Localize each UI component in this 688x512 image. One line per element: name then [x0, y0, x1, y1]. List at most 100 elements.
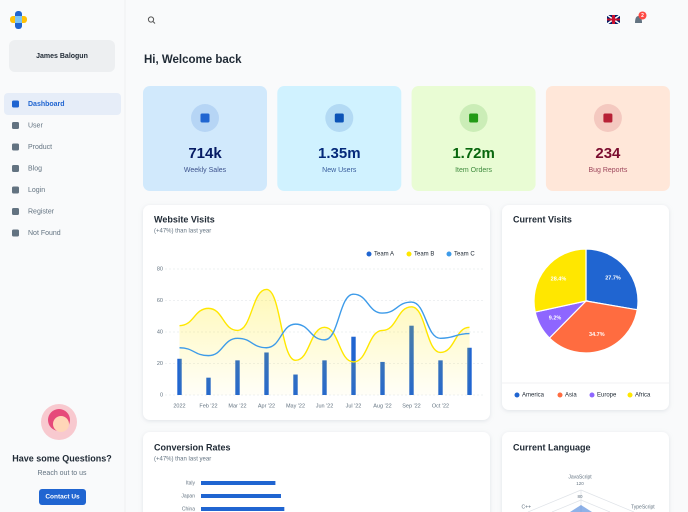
radar-label: TypeScript: [631, 504, 655, 510]
slice-label: 27.7%: [605, 276, 621, 282]
contact-button[interactable]: [39, 489, 86, 505]
x-tick-label: Oct '22: [432, 403, 449, 409]
y-tick-label: 20: [157, 361, 163, 367]
stat-card: [143, 86, 267, 191]
nav-icon: [12, 122, 19, 129]
legend-swatch: [446, 251, 452, 257]
chart-title: Conversion Rates: [154, 442, 231, 452]
nav-item[interactable]: Login: [28, 187, 45, 194]
bar: [201, 494, 281, 498]
nav-item[interactable]: Dashboard: [28, 101, 65, 108]
radar-tick: 120: [576, 481, 584, 486]
chart-title: Current Language: [513, 442, 591, 452]
area: [179, 289, 470, 395]
nav-item[interactable]: Not Found: [28, 230, 61, 237]
nav-icon: [12, 186, 19, 194]
y-tick-label: 60: [157, 298, 163, 304]
x-tick-label: Apr '22: [258, 403, 275, 409]
stat-icon: [334, 113, 344, 123]
legend-swatch: [589, 392, 595, 398]
legend-label[interactable]: America: [522, 393, 545, 399]
nav-icon: [12, 143, 19, 151]
bar: [201, 481, 276, 485]
conversion-card: [143, 432, 490, 512]
stat-card: [545, 86, 670, 191]
notification-count: 2: [641, 13, 644, 19]
chart-subtitle: (+47%) than last year: [154, 457, 211, 463]
nav-item[interactable]: Blog: [28, 165, 42, 172]
stat-card: [411, 86, 536, 191]
y-tick-label: 40: [157, 329, 163, 335]
legend-label[interactable]: Asia: [565, 393, 577, 399]
x-tick-label: Sep '22: [402, 403, 420, 409]
help-title: Have some Questions?: [12, 453, 112, 463]
pie-slice: [548, 300, 638, 354]
search-icon[interactable]: [147, 16, 156, 24]
user-name: James Balogun: [36, 53, 88, 60]
x-tick-label: Mar '22: [228, 403, 246, 409]
welcome: Hi, Welcome back: [144, 54, 242, 66]
stat-value: 714k: [188, 145, 222, 162]
nav-icon: [12, 208, 19, 215]
y-tick-label: Japan: [181, 493, 195, 499]
y-tick-label: 80: [157, 266, 163, 272]
x-tick-label: Jul '22: [346, 403, 362, 409]
avatar-face: [53, 416, 69, 432]
nav-icon: [12, 165, 19, 172]
stat-label: Weekly Sales: [184, 167, 227, 174]
legend-label[interactable]: Team C: [454, 252, 475, 258]
x-tick-label: Jun '22: [316, 403, 334, 409]
x-tick-label: 2022: [173, 403, 185, 409]
legend-label[interactable]: Europe: [597, 393, 617, 399]
x-tick-label: May '22: [286, 403, 305, 409]
y-tick-label: China: [182, 506, 195, 512]
slice-label: 28.4%: [551, 276, 567, 282]
stat-card: [277, 86, 402, 191]
stat-label: Item Orders: [455, 167, 492, 174]
stat-value: 234: [595, 145, 621, 162]
legend-swatch: [514, 392, 520, 398]
nav-item[interactable]: Product: [28, 144, 52, 151]
nav-icon: [12, 229, 19, 237]
legend-swatch: [406, 251, 412, 257]
help-text: Reach out to us: [37, 470, 87, 477]
legend-label[interactable]: Team B: [414, 252, 434, 258]
stat-icon: [200, 113, 210, 123]
legend-swatch: [557, 392, 563, 398]
legend-label[interactable]: Team A: [374, 252, 394, 258]
language-flag[interactable]: [606, 14, 621, 25]
line: [179, 288, 470, 363]
language-card: [502, 432, 669, 512]
stat-icon: [469, 113, 479, 123]
user-card[interactable]: [9, 40, 115, 72]
stat-value: 1.72m: [452, 145, 495, 162]
chart-title: Current Visits: [513, 214, 572, 224]
nav-item[interactable]: Register: [28, 208, 55, 215]
chart-title: Website Visits: [154, 214, 215, 224]
radar-area: [570, 505, 592, 512]
nav-icon: [12, 100, 19, 108]
nav-item[interactable]: User: [28, 122, 43, 129]
legend-swatch: [366, 251, 372, 257]
contact-button-label: Contact Us: [45, 494, 80, 501]
y-tick-label: Italy: [186, 480, 196, 486]
logo: [10, 11, 27, 29]
bar: [201, 507, 285, 511]
legend-label[interactable]: Africa: [635, 393, 651, 399]
pie-slice: [533, 248, 587, 313]
radar-grid: [527, 489, 635, 512]
legend-swatch: [627, 392, 633, 398]
nav-active: [4, 93, 121, 115]
x-tick-label: Feb '22: [199, 403, 217, 409]
x-tick-label: Aug '22: [373, 403, 391, 409]
radar-label: JavaScript: [568, 474, 592, 480]
slice-label: 9.2%: [549, 315, 562, 321]
radar-label: C++: [522, 504, 532, 510]
line: [179, 293, 470, 357]
stat-label: Bug Reports: [588, 167, 627, 174]
stat-label: New Users: [322, 167, 357, 174]
chart-subtitle: (+47%) than last year: [154, 229, 211, 235]
stat-icon: [603, 113, 613, 123]
